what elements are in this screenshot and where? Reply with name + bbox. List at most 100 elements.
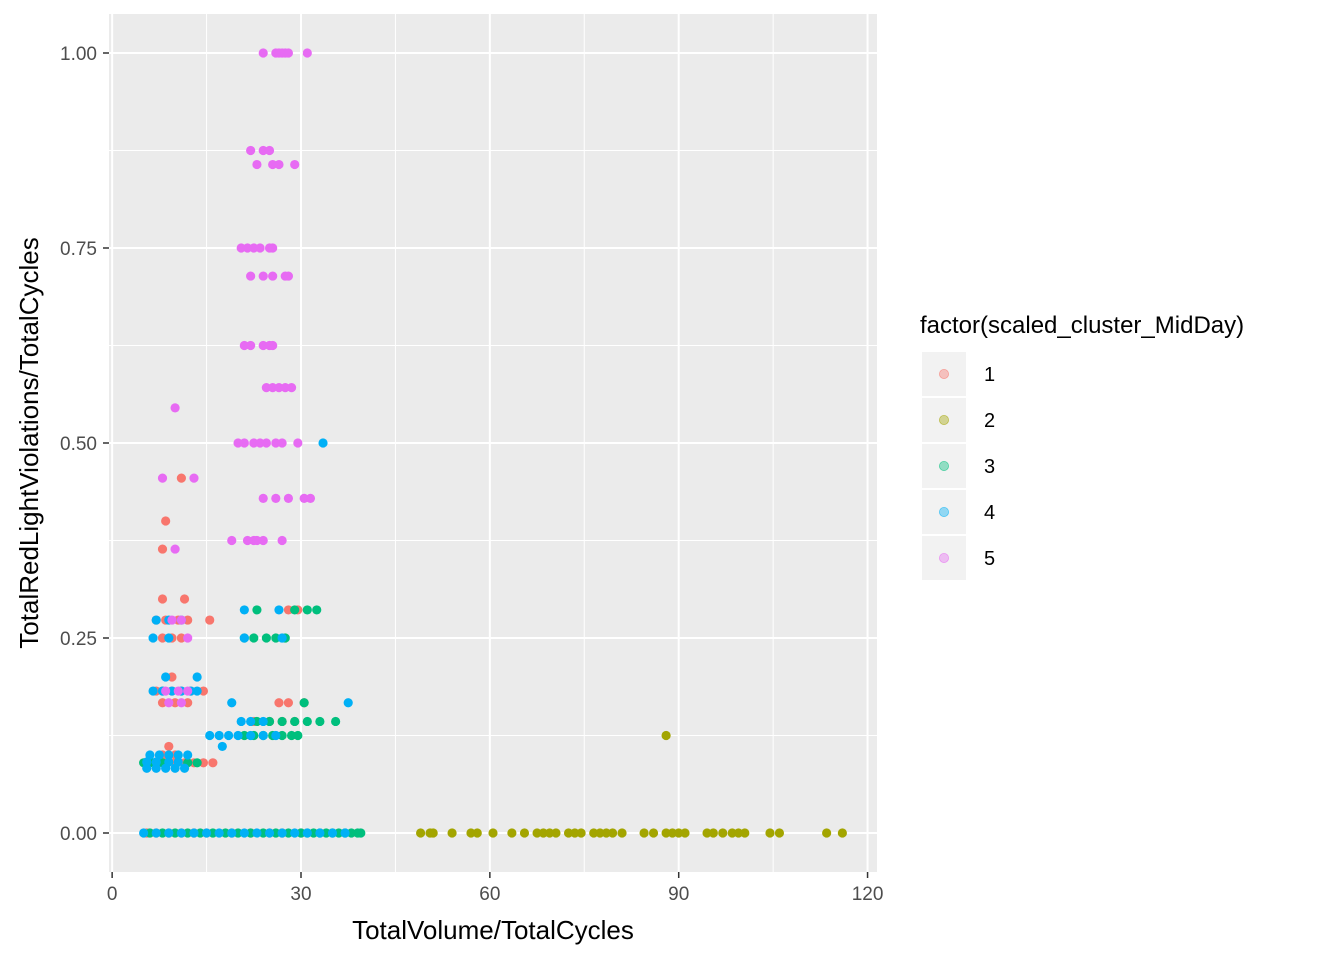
legend-key-5 — [922, 536, 966, 580]
point-series-3 — [239, 730, 249, 741]
point-series-5 — [252, 535, 262, 546]
point-series-5 — [268, 159, 278, 170]
point-series-5 — [176, 615, 186, 625]
point-series-5 — [274, 383, 284, 393]
point-series-1 — [198, 686, 209, 696]
point-series-3 — [296, 828, 306, 838]
legend-label-1: 1 — [984, 364, 995, 386]
point-series-5 — [283, 493, 294, 503]
point-series-5 — [233, 438, 243, 448]
point-series-5 — [167, 615, 177, 625]
point-series-5 — [271, 493, 281, 503]
point-series-3 — [157, 828, 168, 838]
series-5 — [157, 48, 316, 708]
point-series-5 — [157, 473, 168, 483]
point-series-3 — [356, 828, 366, 838]
point-series-4 — [236, 716, 246, 727]
point-series-4 — [173, 750, 183, 760]
point-series-2 — [595, 828, 605, 838]
point-series-2 — [765, 828, 775, 838]
point-series-3 — [249, 633, 259, 643]
point-series-5 — [277, 535, 287, 546]
point-series-3 — [261, 633, 271, 643]
point-series-3 — [293, 730, 303, 741]
point-series-5 — [236, 243, 246, 253]
point-series-5 — [283, 48, 294, 58]
point-series-1 — [157, 698, 168, 708]
point-series-2 — [648, 828, 659, 838]
legend-symbol-1 — [939, 368, 950, 379]
point-series-2 — [667, 828, 678, 838]
point-series-5 — [258, 340, 268, 351]
legend-symbol-4 — [939, 506, 950, 517]
point-series-2 — [702, 828, 712, 838]
point-series-1 — [283, 698, 294, 708]
point-series-5 — [258, 493, 268, 503]
legend-label-4: 4 — [984, 502, 995, 524]
point-series-3 — [246, 828, 256, 838]
point-series-5 — [258, 145, 268, 156]
point-series-5 — [268, 383, 278, 393]
point-series-3 — [302, 716, 312, 727]
point-series-2 — [639, 828, 649, 838]
point-series-4 — [340, 828, 350, 838]
point-series-1 — [208, 758, 218, 768]
legend-symbol-3 — [939, 460, 950, 471]
point-series-3 — [331, 716, 341, 727]
point-series-3 — [299, 698, 309, 708]
point-series-2 — [601, 828, 611, 838]
point-series-2 — [507, 828, 517, 838]
point-series-2 — [661, 828, 671, 838]
point-series-5 — [161, 686, 171, 696]
point-series-5 — [268, 271, 278, 281]
point-series-3 — [145, 828, 155, 838]
point-series-2 — [837, 828, 847, 838]
point-series-2 — [708, 828, 718, 838]
point-series-2 — [538, 828, 548, 838]
x-tick-label: 60 — [479, 884, 500, 905]
point-series-2 — [532, 828, 542, 838]
point-series-3 — [308, 828, 319, 838]
point-series-5 — [271, 438, 281, 448]
point-series-4 — [264, 828, 275, 838]
point-series-3 — [208, 828, 218, 838]
point-series-4 — [227, 828, 237, 838]
y-axis-title: TotalRedLightViolations/TotalCycles — [14, 237, 44, 648]
point-series-2 — [447, 828, 457, 838]
point-series-3 — [277, 716, 287, 727]
point-series-2 — [680, 828, 690, 838]
y-tick-label: 0.50 — [60, 434, 97, 455]
point-series-2 — [617, 828, 627, 838]
point-series-1 — [157, 594, 168, 604]
x-axis: 0 30 60 90 120 — [107, 872, 883, 905]
legend-key-1 — [922, 352, 966, 396]
point-series-2 — [589, 828, 599, 838]
point-series-5 — [239, 438, 249, 448]
point-series-5 — [286, 383, 297, 393]
point-series-1 — [198, 758, 209, 768]
point-series-5 — [239, 340, 249, 351]
point-series-2 — [661, 730, 671, 741]
point-series-4 — [139, 828, 149, 838]
point-series-2 — [428, 828, 438, 838]
point-series-5 — [252, 159, 262, 170]
point-series-3 — [283, 828, 294, 838]
point-series-2 — [519, 828, 530, 838]
point-series-1 — [183, 615, 193, 625]
point-series-2 — [718, 828, 728, 838]
point-series-2 — [416, 828, 426, 838]
point-series-5 — [299, 493, 309, 503]
point-series-2 — [733, 828, 744, 838]
point-series-4 — [145, 750, 155, 760]
point-series-5 — [246, 145, 256, 156]
point-series-5 — [258, 271, 268, 281]
point-series-5 — [255, 438, 265, 448]
point-series-1 — [274, 698, 284, 708]
point-series-2 — [488, 828, 498, 838]
point-series-4 — [239, 605, 249, 615]
point-series-5 — [258, 535, 268, 546]
point-series-5 — [268, 340, 278, 351]
data-points — [139, 48, 847, 838]
point-series-4 — [246, 730, 256, 741]
